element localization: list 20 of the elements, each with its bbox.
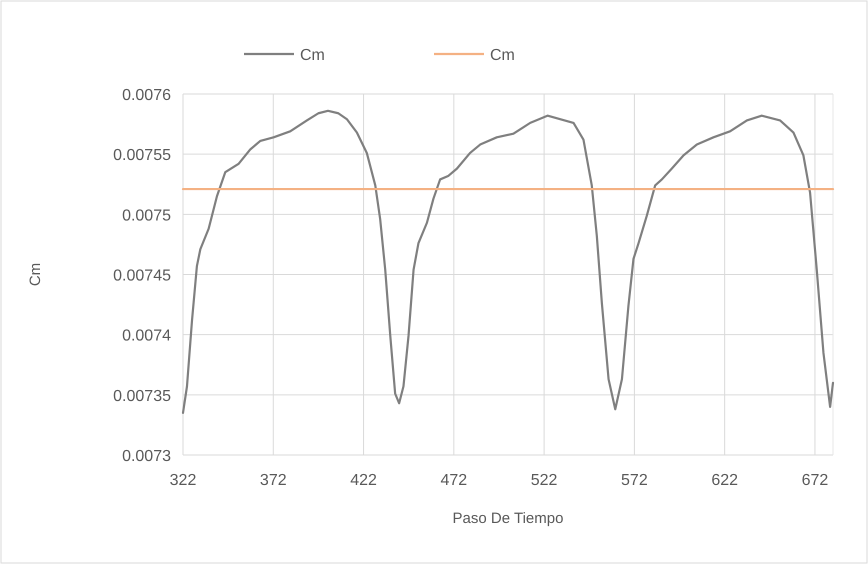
y-tick-label: 0.0074	[122, 328, 172, 345]
legend-label: Cm	[490, 47, 515, 64]
x-tick-label: 672	[802, 472, 828, 489]
y-tick-label: 0.0076	[122, 87, 172, 104]
x-tick-label: 322	[170, 472, 196, 489]
y-tick-label: 0.0073	[122, 448, 172, 465]
y-tick-label: 0.00745	[113, 268, 172, 284]
x-tick-label: 422	[350, 472, 377, 489]
y-tick-label: 0.00755	[113, 147, 172, 164]
x-axis-title: Paso De Tiempo	[452, 510, 564, 527]
legend-label: Cm	[300, 47, 325, 64]
x-tick-label: 522	[530, 472, 558, 489]
line-series	[182, 110, 834, 414]
x-tick-label: 622	[711, 472, 738, 489]
y-tick-label: 0.0075	[122, 207, 172, 224]
x-tick-label: 472	[440, 472, 468, 489]
y-tick-label: 0.00735	[113, 388, 172, 405]
x-tick-label: 372	[260, 472, 287, 489]
x-tick-label: 572	[621, 472, 648, 489]
y-axis-title: Cm	[27, 262, 44, 286]
